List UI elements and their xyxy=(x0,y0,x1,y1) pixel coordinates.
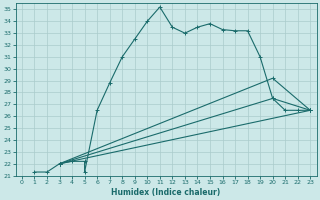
X-axis label: Humidex (Indice chaleur): Humidex (Indice chaleur) xyxy=(111,188,221,197)
